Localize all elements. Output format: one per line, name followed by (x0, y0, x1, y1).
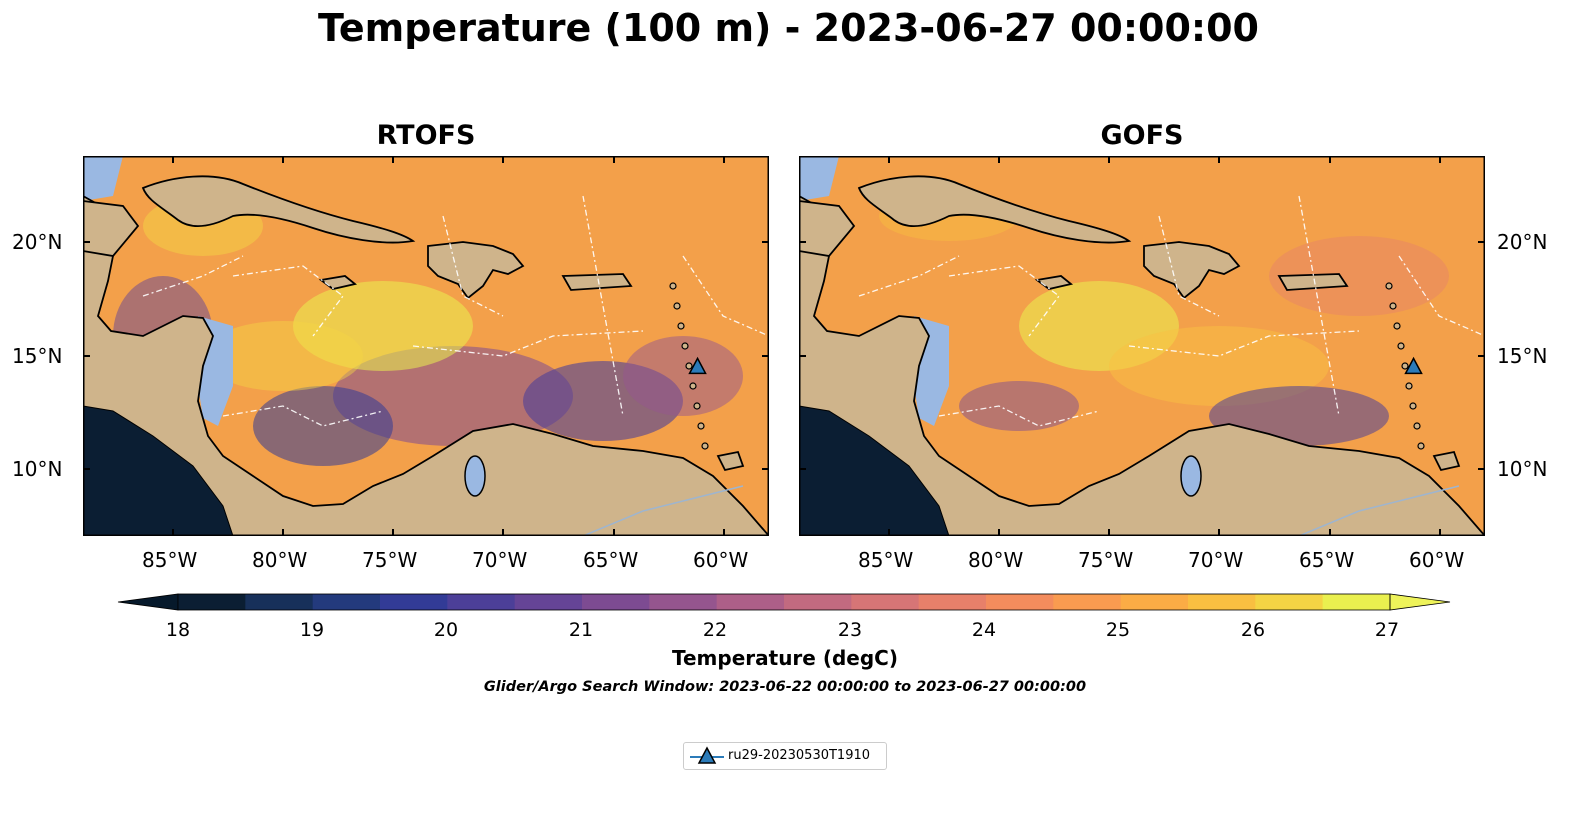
lat-tick-label: 15°N (1497, 344, 1548, 368)
lon-tick-label: 85°W (858, 548, 914, 572)
colorbar-tick-label: 25 (1105, 619, 1131, 641)
lon-tick-label: 85°W (142, 548, 198, 572)
lon-tick-label: 60°W (1409, 548, 1465, 572)
lat-tick-label: 10°N (12, 457, 63, 481)
lat-tick-label: 20°N (1497, 230, 1548, 254)
colorbar-tick-label: 24 (971, 619, 997, 641)
colorbar-tick-label: 18 (165, 619, 191, 641)
panel-title-gofs: GOFS (1100, 120, 1184, 151)
legend-entry-glider: ru29-20230530T1910 (728, 748, 871, 763)
map-panel-gofs (799, 156, 1485, 536)
map-panel-rtofs (83, 156, 769, 536)
lat-tick-label: 20°N (12, 230, 63, 254)
colorbar-tick-label: 20 (433, 619, 459, 641)
lon-tick-label: 70°W (1188, 548, 1244, 572)
colorbar-label: Temperature (degC) (672, 646, 898, 670)
colorbar-tick-label: 27 (1374, 619, 1400, 641)
colorbar-tick-label: 26 (1240, 619, 1266, 641)
glider-marker (688, 356, 707, 375)
lat-tick-label: 15°N (12, 344, 63, 368)
colorbar-tick-label: 21 (568, 619, 594, 641)
panel-title-rtofs: RTOFS (376, 120, 476, 151)
lon-tick-label: 75°W (1078, 548, 1134, 572)
lon-tick-label: 70°W (472, 548, 528, 572)
figure-title: Temperature (100 m) - 2023-06-27 00:00:0… (317, 6, 1259, 50)
lon-tick-label: 65°W (1299, 548, 1355, 572)
legend: ru29-20230530T1910 (683, 742, 887, 770)
lon-tick-label: 65°W (583, 548, 639, 572)
colorbar-tick-label: 19 (299, 619, 325, 641)
lon-tick-label: 80°W (252, 548, 308, 572)
lon-tick-label: 60°W (693, 548, 749, 572)
glider-marker (1404, 356, 1423, 375)
lon-tick-label: 75°W (362, 548, 418, 572)
colorbar-tick-label: 22 (702, 619, 728, 641)
search-window-caption: Glider/Argo Search Window: 2023-06-22 00… (483, 679, 1087, 695)
colorbar-tick-label: 23 (837, 619, 863, 641)
lat-tick-label: 10°N (1497, 457, 1548, 481)
lon-tick-label: 80°W (968, 548, 1024, 572)
colorbar (117, 593, 1451, 611)
triangle-up-icon (690, 746, 724, 764)
